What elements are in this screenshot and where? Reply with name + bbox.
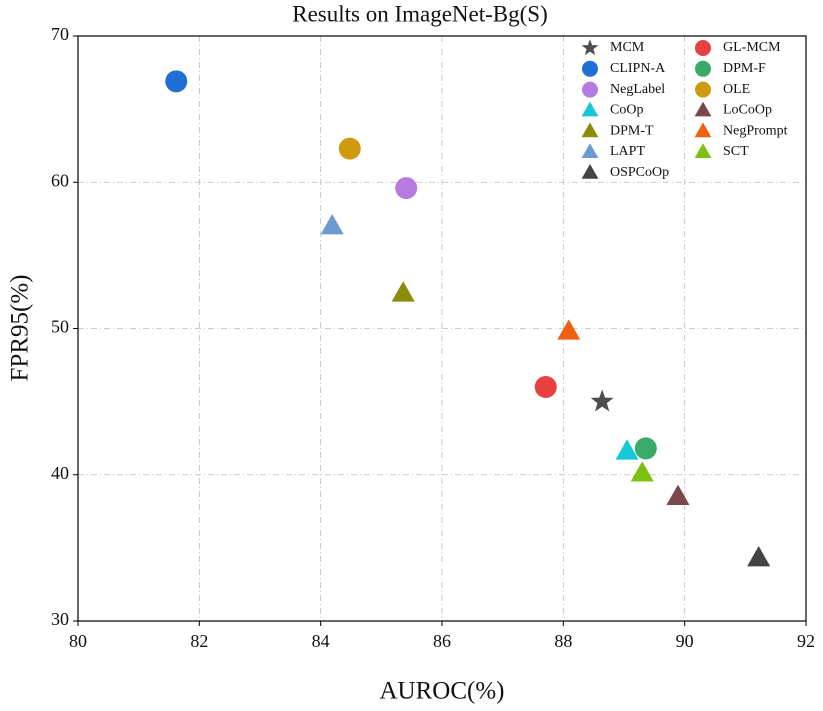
legend-marker [581, 143, 599, 158]
x-tick-label: 86 [433, 631, 451, 651]
legend-marker [581, 39, 599, 56]
legend-marker [694, 101, 712, 117]
x-tick-label: 84 [312, 631, 330, 651]
y-tick-label: 50 [51, 317, 69, 337]
x-tick-label: 80 [69, 631, 87, 651]
x-tick-label: 88 [554, 631, 572, 651]
legend-label: GL-MCM [723, 40, 781, 55]
x-tick-label: 82 [190, 631, 208, 651]
legend-marker [695, 81, 711, 98]
y-axis-label: FPR95(%) [7, 275, 34, 382]
point [666, 484, 690, 505]
point [338, 137, 361, 160]
legend-label: OSPCoOp [610, 165, 669, 180]
legend-marker [694, 143, 712, 158]
y-tick-label: 30 [51, 609, 69, 629]
legend-marker [694, 122, 712, 138]
legend-label: MCM [610, 40, 645, 55]
point [747, 546, 771, 567]
point [630, 461, 654, 482]
x-axis-label: AUROC(%) [380, 678, 505, 705]
x-tick-label: 90 [676, 631, 694, 651]
legend-marker [695, 60, 711, 77]
point [557, 319, 581, 340]
x-tick-label: 92 [797, 631, 815, 651]
y-tick-label: 70 [51, 24, 69, 44]
point [395, 177, 418, 200]
legend-marker [582, 60, 598, 77]
point [590, 389, 614, 412]
legend-label: DPM-T [610, 123, 654, 138]
legend-label: LAPT [610, 144, 645, 159]
point [320, 214, 344, 235]
point [634, 437, 657, 460]
legend-label: OLE [723, 82, 750, 97]
point [615, 439, 639, 460]
point [165, 70, 188, 93]
point [391, 281, 415, 302]
legend-label: NegPrompt [723, 123, 788, 138]
legend-label: NegLabel [610, 82, 665, 97]
legend-label: LoCoOp [723, 103, 772, 118]
y-tick-label: 40 [51, 463, 69, 483]
plot-frame [77, 35, 807, 622]
legend-marker [581, 122, 599, 138]
legend-marker [581, 101, 599, 117]
legend-label: SCT [723, 144, 749, 159]
legend-marker [695, 40, 711, 56]
legend-label: CLIPN-A [610, 61, 666, 76]
point [534, 376, 557, 398]
y-tick-label: 60 [51, 170, 69, 190]
legend-marker [581, 164, 599, 179]
legend-label: DPM-F [723, 61, 766, 76]
legend-label: CoOp [610, 103, 643, 118]
chart-title: Results on ImageNet-Bg(S) [292, 1, 548, 26]
legend-marker [582, 81, 598, 98]
